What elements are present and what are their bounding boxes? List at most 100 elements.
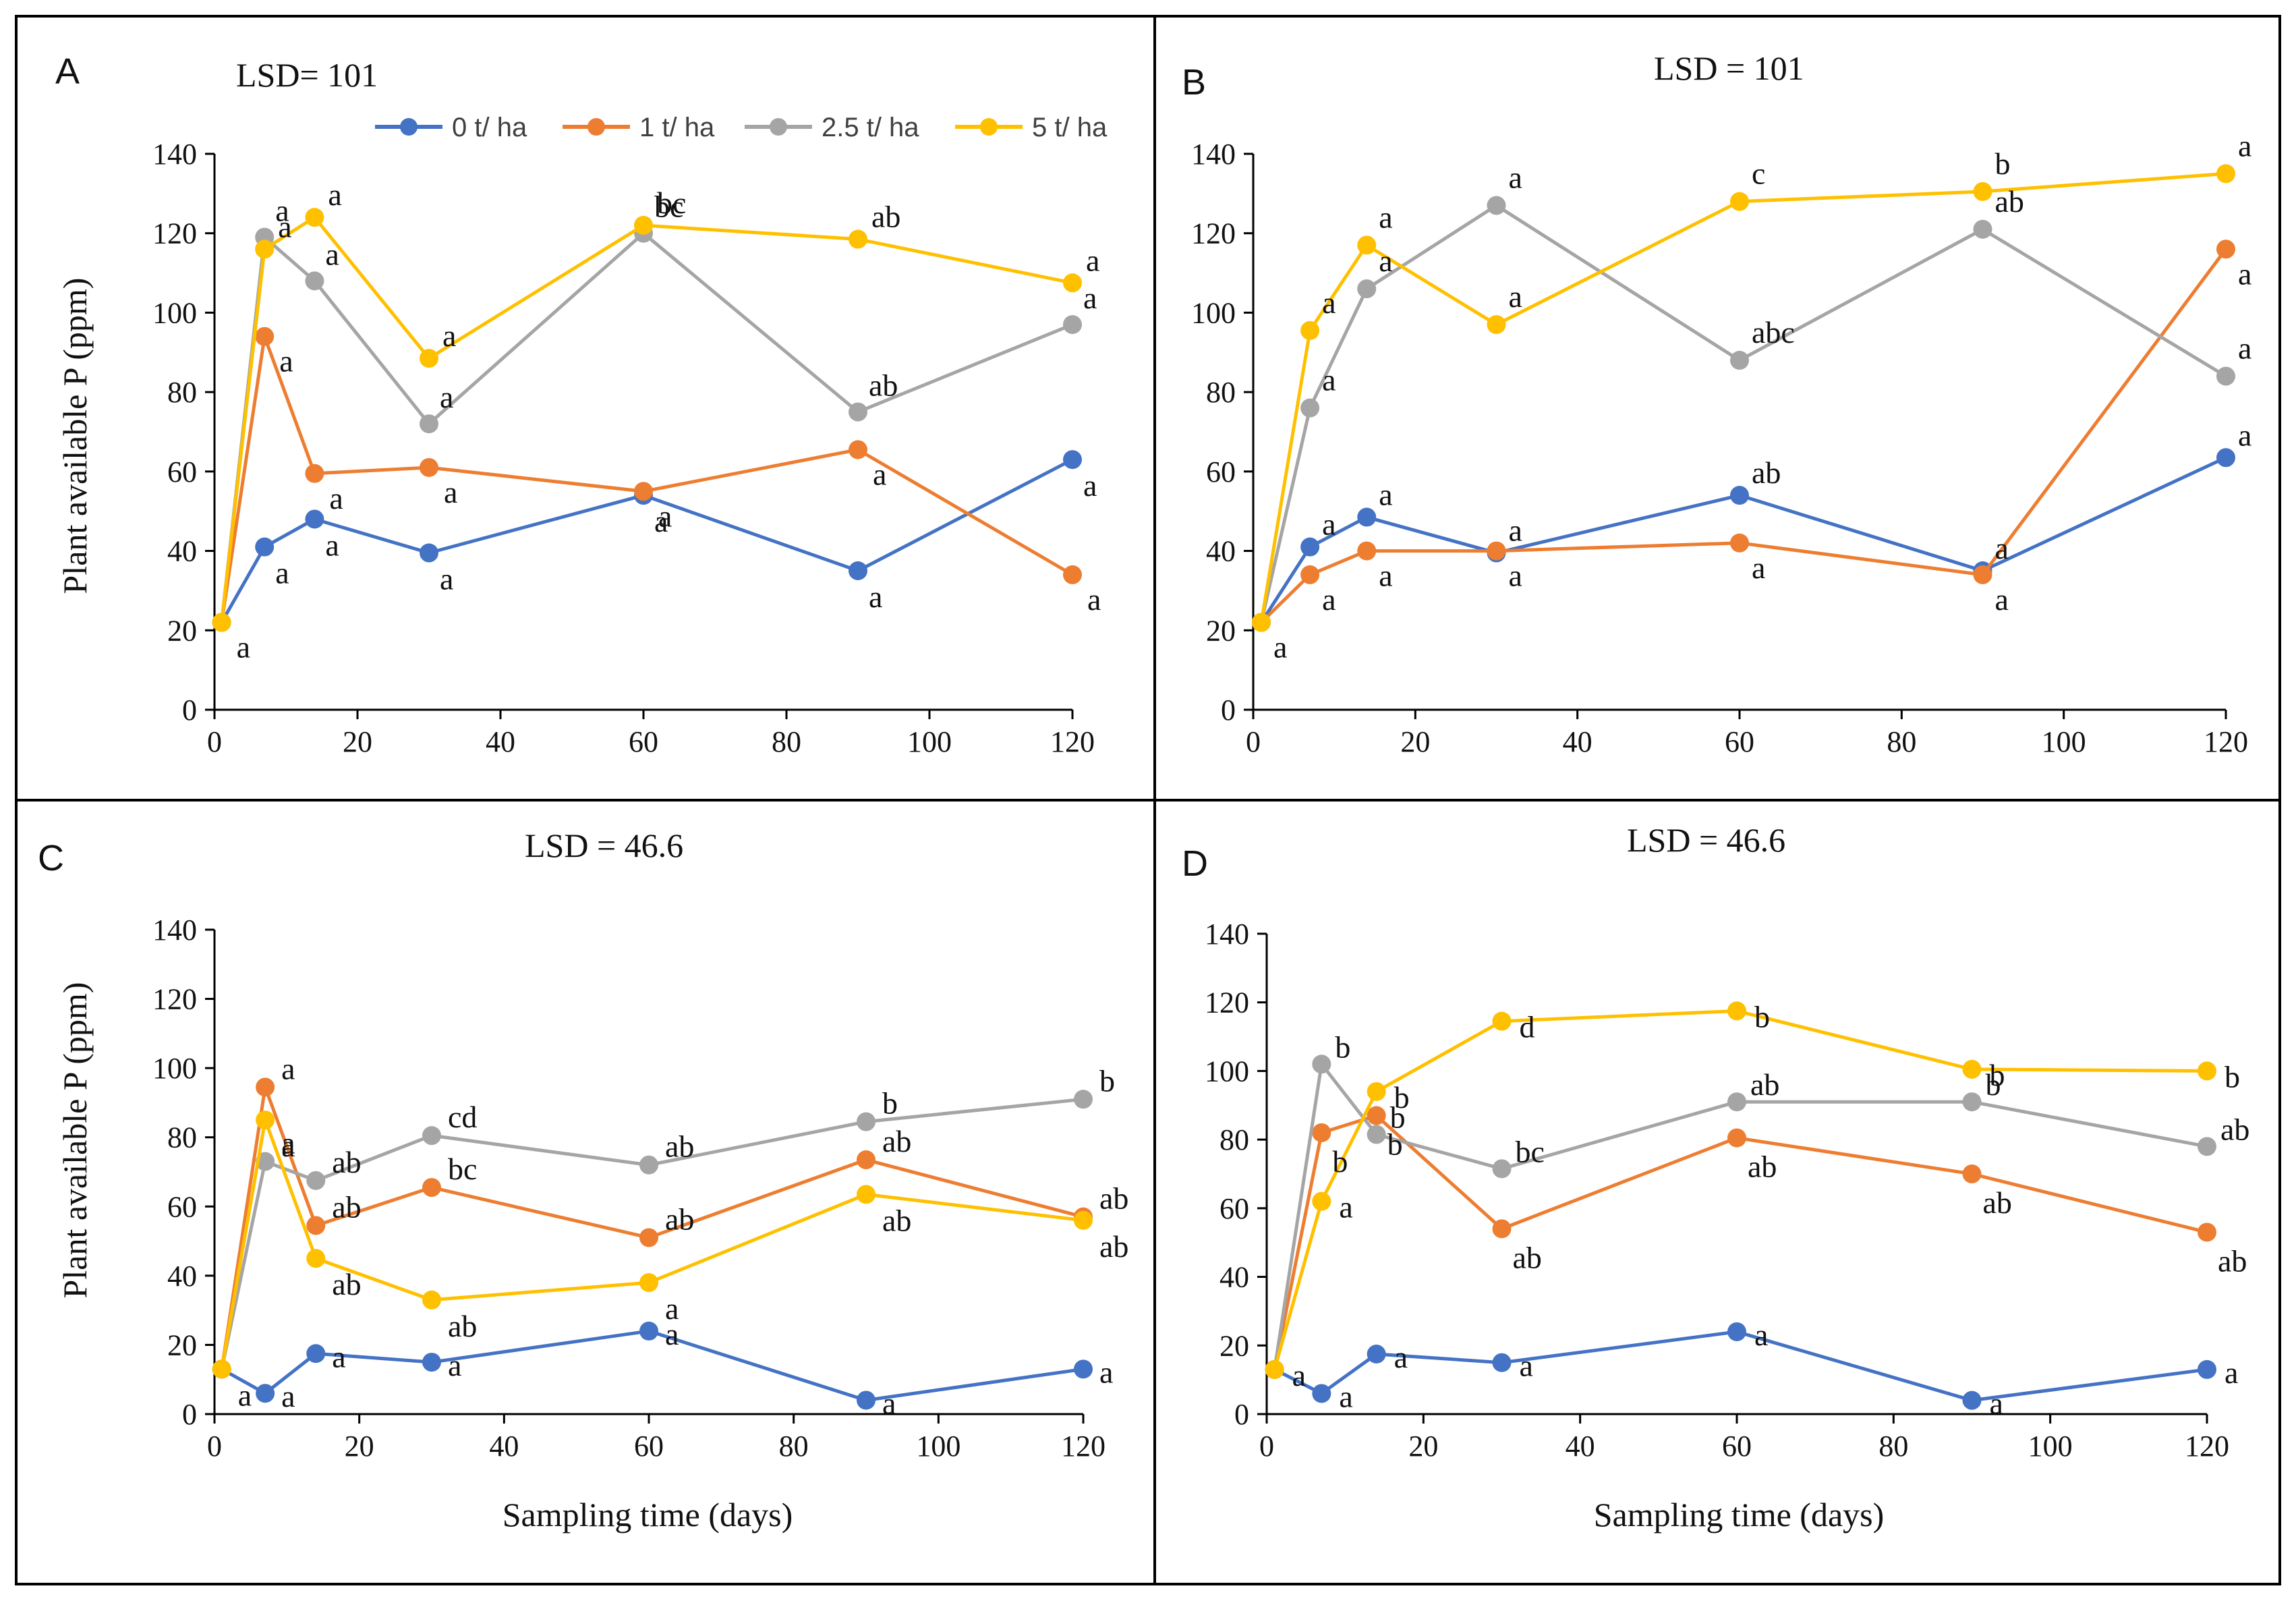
panel-d-series-1-sig-label: ab <box>2218 1243 2247 1278</box>
panel-b-series-0-sig-label: a <box>1995 531 2009 565</box>
panel-b-series-0-point <box>1730 486 1749 505</box>
panel-d-series-1-point <box>1367 1106 1386 1125</box>
panel-c-series-3 <box>212 1110 1093 1379</box>
panel-a-series-2-sig-label: a <box>325 237 339 271</box>
panel-b-series-1-sig-label: a <box>1273 630 1287 665</box>
panel-b-series-0-sig-label: ab <box>1752 455 1781 490</box>
panel-c-y-tick-label: 40 <box>167 1260 197 1293</box>
panel-b-series-1-sig-label: a <box>2238 256 2251 291</box>
panel-a-series-1-sig-label: a <box>279 344 293 378</box>
panel-b-series-2-sig-label: a <box>1509 161 1522 195</box>
panel-b-y-tick-label: 20 <box>1206 614 1236 647</box>
panel-b-series-3-point <box>1730 192 1749 211</box>
panel-b-series-0-sig-label: a <box>1379 478 1392 512</box>
panel-a-x-tick-label: 20 <box>343 725 372 758</box>
panel-b-x-tick-label: 120 <box>2204 725 2248 758</box>
panel-d-series-1-point <box>1312 1123 1331 1142</box>
panel-a-x-tick-label: 120 <box>1050 725 1095 758</box>
panel-b-x-tick-label: 40 <box>1563 725 1592 758</box>
panel-a-series-3-line <box>220 215 1073 623</box>
panel-c-series-2-sig-label: b <box>882 1086 898 1121</box>
legend-label-1: 1 t/ ha <box>639 113 715 142</box>
panel-b-series-2-point <box>1487 196 1506 215</box>
panel-c-series-0-sig-label: a <box>448 1348 461 1382</box>
panel-a-series-3-sig-label: a <box>278 209 291 244</box>
panel-a-series-3-point <box>1063 273 1082 293</box>
panel-b-x-tick-label: 80 <box>1887 725 1916 758</box>
panel-c-y-tick-label: 100 <box>152 1052 197 1085</box>
legend-swatch-marker-3 <box>980 118 998 136</box>
panel-c-series-0-point <box>857 1390 876 1410</box>
panel-b-series-1-point <box>1487 541 1506 561</box>
panel-c-series-0-point <box>306 1344 326 1363</box>
panel-a-series-0-sig-label: a <box>325 528 339 562</box>
panel-a-y-tick-label: 80 <box>167 376 197 409</box>
panel-c-series-0 <box>212 1321 1093 1410</box>
panel-d-x-tick-label: 20 <box>1408 1430 1438 1463</box>
panel-c-series-1-point <box>256 1077 275 1097</box>
panel-letter-b: B <box>1182 62 1206 103</box>
panel-c-series-2-point <box>306 1171 326 1190</box>
panel-a-series-1-point <box>849 440 867 459</box>
panel-d-series-2-point <box>1727 1092 1746 1112</box>
panel-a-x-tick-label: 60 <box>629 725 658 758</box>
panel-a-x-tick-label: 80 <box>772 725 801 758</box>
panel-c-series-2-point <box>639 1155 658 1175</box>
panel-a-series-0-sig-label: a <box>869 580 882 614</box>
panel-b-lsd: LSD = 101 <box>1654 49 1804 87</box>
panel-b-series-1-line <box>1260 248 2228 624</box>
legend-item-0: 0 t/ ha <box>375 113 527 142</box>
panel-b-series-3-line <box>1259 171 2227 623</box>
panel-d-series-1-point <box>1962 1164 1982 1183</box>
panel-d-series-3-point <box>1312 1191 1331 1211</box>
panel-a-y-tick-label: 60 <box>167 455 197 488</box>
panel-b-series-0-sig-label: a <box>2238 418 2251 452</box>
panel-d-series-2-point <box>1492 1159 1512 1179</box>
panel-d-series-1-sig-label: ab <box>1983 1185 2012 1220</box>
panel-a-series-0-point <box>849 561 867 580</box>
panel-a-series-3-point <box>212 613 231 632</box>
panel-c-series-1-sig-label: ab <box>1099 1181 1128 1216</box>
panel-c-series-2-sig-label: ab <box>332 1145 361 1179</box>
panel-c-series-3-sig-label: ab <box>448 1309 477 1343</box>
panel-a-y-tick-label: 140 <box>152 138 197 171</box>
panel-letter-c: C <box>38 838 64 878</box>
panel-b-y-tick-label: 120 <box>1191 217 1236 250</box>
panel-c-x-tick-label: 80 <box>779 1430 809 1463</box>
panel-d-series-0-line <box>1273 1330 2208 1403</box>
panel-a-series-0-point <box>420 543 438 563</box>
panel-b-series-3-sig-label: b <box>1995 146 2011 181</box>
panel-d-x-tick-label: 80 <box>1878 1430 1908 1463</box>
panel-c-x-tick-label: 0 <box>207 1430 222 1463</box>
panel-d-y-tick-label: 40 <box>1219 1261 1249 1294</box>
panel-a-x-tick-label: 40 <box>486 725 515 758</box>
panel-d-y-tick-label: 140 <box>1205 918 1249 951</box>
panel-b-x-tick-label: 0 <box>1246 725 1261 758</box>
panel-d-x-tick-label: 40 <box>1566 1430 1595 1463</box>
panel-a-series-1-sig-label: a <box>329 481 343 515</box>
panel-c-series-1-sig-label: a <box>281 1051 295 1086</box>
panel-b-series-1-sig-label: a <box>1322 582 1336 617</box>
panel-d-series-0-sig-label: a <box>1394 1340 1408 1374</box>
panel-b-series-2-point <box>2216 366 2235 386</box>
panel-c-y-tick-label: 120 <box>152 983 197 1016</box>
panel-c-x-tick-label: 40 <box>489 1430 519 1463</box>
panel-letter-d: D <box>1182 843 1208 884</box>
legend-item-2: 2.5 t/ ha <box>745 113 919 142</box>
panel-c-series-1-sig-label: bc <box>448 1152 477 1186</box>
legend-label-3: 5 t/ ha <box>1032 113 1108 142</box>
panel-a-series-3-point <box>849 229 867 249</box>
panel-a-series-2-sig-label: a <box>440 380 453 414</box>
panel-c-series-1-sig-label: ab <box>665 1202 694 1236</box>
panel-d-y-tick-label: 20 <box>1219 1329 1249 1362</box>
panel-c-series-0-point <box>256 1384 275 1403</box>
panel-b-series-0-sig-label: a <box>1509 513 1522 548</box>
panel-c-series-2-sig-label: ab <box>665 1129 694 1164</box>
panel-c-series-3-sig-label: a <box>665 1291 679 1326</box>
panel-c-y-tick-label: 80 <box>167 1121 197 1154</box>
panel-a-series-1-sig-label: a <box>444 475 457 509</box>
panel-b-series-1-point <box>1300 565 1320 584</box>
panel-b-series-1-sig-label: a <box>1752 551 1765 585</box>
